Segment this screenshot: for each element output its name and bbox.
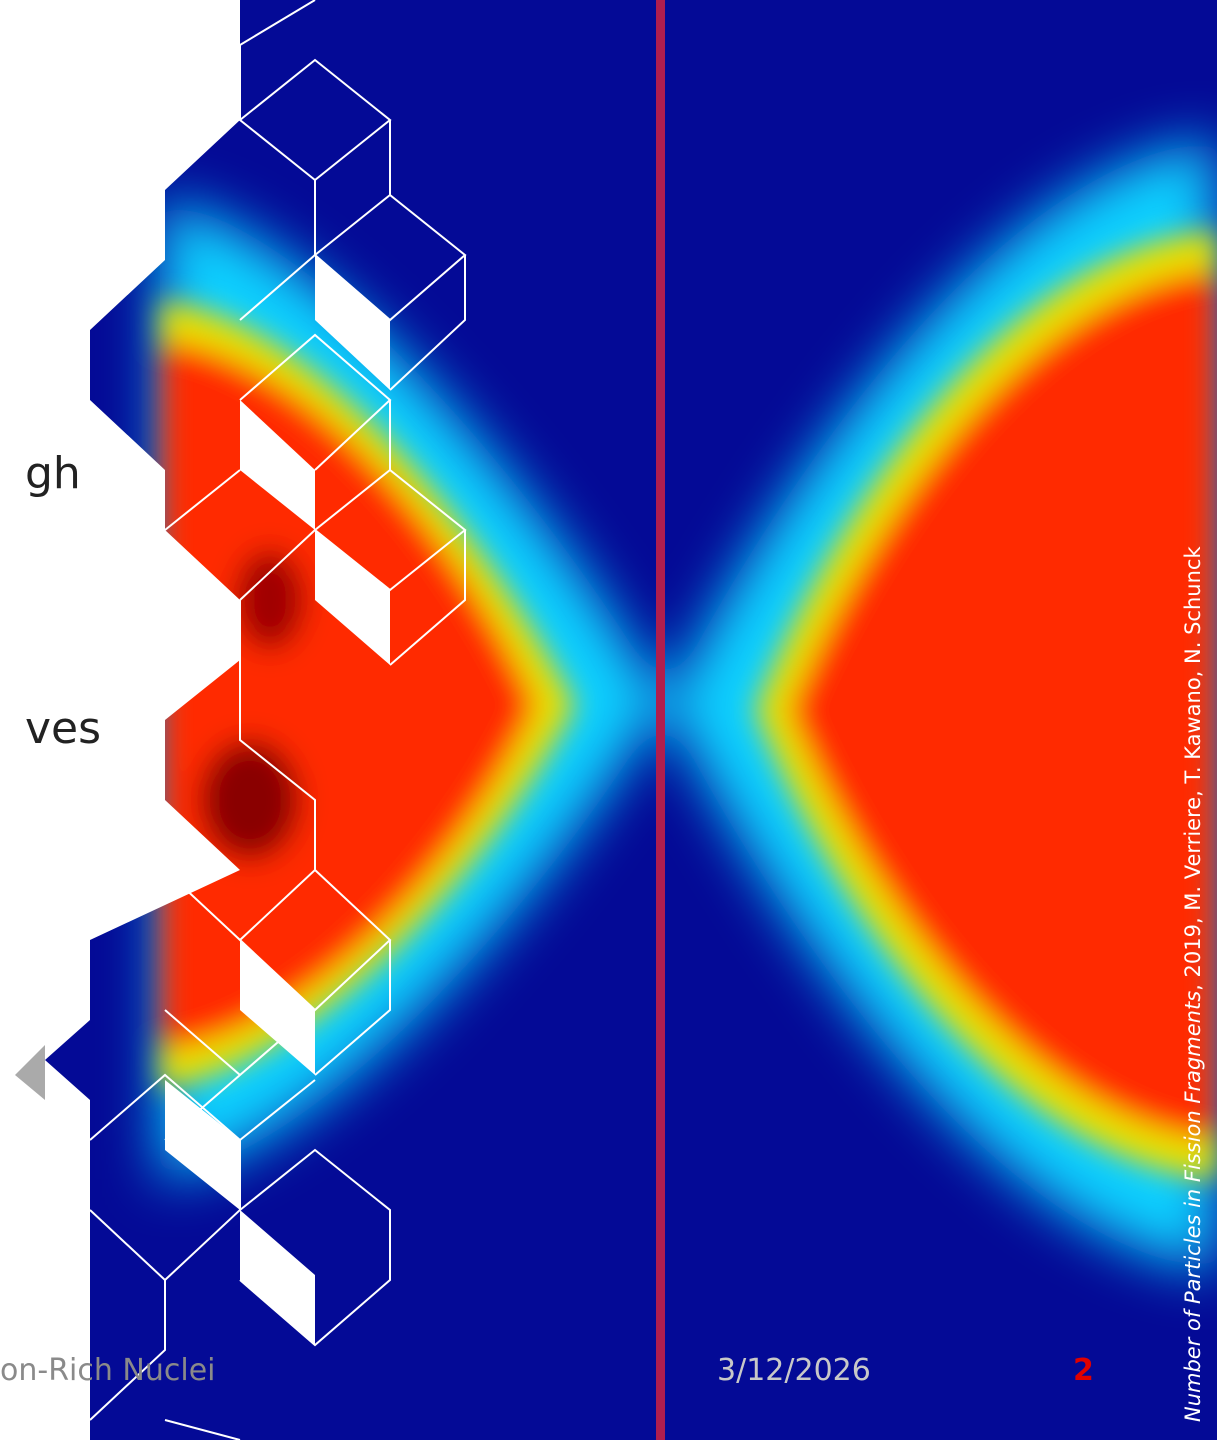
cube-faces [165, 255, 390, 1345]
credit-title: Number of Particles in Fission Fragments [1181, 991, 1205, 1422]
footer-title: on-Rich Nuclei [0, 1353, 216, 1388]
body-line: ves [25, 703, 101, 754]
heatmap-core [160, 230, 1217, 1180]
body-line: gh [25, 448, 81, 499]
credit-details: , 2019, M. Verriere, T. Kawano, N. Schun… [1181, 546, 1205, 991]
divider-line [656, 0, 665, 1440]
footer-date: 3/12/2026 [717, 1353, 871, 1388]
corner-tab [15, 1045, 45, 1100]
white-panel [0, 0, 240, 1440]
credit: Number of Particles in Fission Fragments… [1181, 546, 1205, 1422]
page-number: 2 [1073, 1353, 1094, 1388]
cube-outlines [89, 0, 467, 1440]
